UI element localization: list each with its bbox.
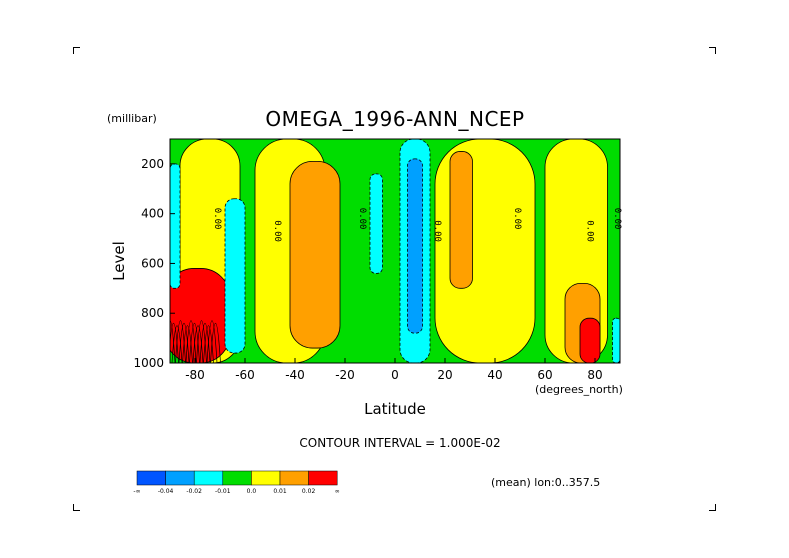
crop-mark-bottom-left	[73, 504, 80, 511]
contour-region	[289, 160, 341, 349]
x-tick-label: -80	[185, 368, 205, 382]
plot-area	[170, 139, 620, 363]
legend-label: -0.02	[186, 488, 202, 495]
y-tick-label: 200	[141, 157, 164, 171]
y-tick-label: 600	[141, 256, 164, 270]
legend-label: 0.02	[302, 488, 316, 495]
x-tick-label: 80	[587, 368, 602, 382]
legend-label: ∞	[335, 488, 340, 495]
legend-swatch	[193, 470, 224, 486]
contour-line	[171, 325, 183, 363]
crop-mark-top-left	[73, 47, 80, 54]
mean-longitude-text: (mean) lon:0..357.5	[491, 476, 601, 489]
contour-interval-text: CONTOUR INTERVAL = 1.000E-02	[299, 436, 501, 450]
zero-contour-label: 0.00	[272, 220, 282, 242]
contour-line	[210, 323, 221, 363]
legend-swatch	[136, 470, 166, 486]
x-axis-ticks: -80 -60 -40 -20 0 20 40 60 80	[185, 358, 603, 382]
legend-label: 0.01	[273, 488, 287, 495]
crop-mark-bottom-right	[709, 504, 716, 511]
contour-region	[612, 317, 620, 363]
legend-swatch	[279, 470, 309, 486]
legend-label: 0.0	[247, 488, 257, 495]
contour-line	[206, 320, 218, 363]
y-axis-ticks: 200 400 600 800 1000	[133, 157, 175, 370]
contour-region	[170, 163, 181, 289]
color-legend: -∞ -0.04 -0.02 -0.01 0.0 0.01 0.02 ∞	[133, 470, 340, 495]
contour-region	[369, 173, 383, 274]
y-tick-label: 1000	[133, 356, 164, 370]
contour-line	[178, 323, 190, 363]
x-tick-label: 40	[487, 368, 502, 382]
contour-line	[170, 323, 179, 363]
contour-line	[175, 320, 186, 363]
contour-line	[199, 323, 211, 363]
legend-swatch	[251, 470, 281, 486]
x-tick-label: 20	[437, 368, 452, 382]
zero-contour-label: 0.00	[585, 220, 595, 242]
x-axis-units: (degrees_north)	[535, 383, 623, 396]
y-tick-label: 800	[141, 306, 164, 320]
contour-region	[449, 151, 473, 289]
contour-line	[185, 320, 197, 363]
x-axis-label: Latitude	[364, 400, 426, 418]
zero-contour-label: 0.00	[512, 208, 522, 230]
legend-swatch	[222, 470, 252, 486]
legend-swatch	[308, 470, 338, 486]
chart-title: OMEGA_1996-ANN_NCEP	[265, 107, 525, 131]
contour-line	[189, 323, 200, 363]
contour-line	[182, 325, 193, 363]
legend-label: -∞	[133, 488, 140, 495]
legend-label: -0.01	[215, 488, 231, 495]
zero-contour-labels: 0.00 0.00 0.00 0.00 0.00 0.00 0.00	[212, 208, 622, 242]
contour-region	[407, 158, 423, 334]
y-axis-units: (millibar)	[107, 112, 157, 125]
x-tick-label: -60	[235, 368, 255, 382]
zero-contour-label: 0.00	[612, 208, 622, 230]
contour-region	[579, 317, 601, 363]
legend-swatch	[165, 470, 195, 486]
x-tick-label: 60	[537, 368, 552, 382]
legend-label: -0.04	[158, 488, 174, 495]
y-tick-label: 400	[141, 207, 164, 221]
x-tick-label: 0	[391, 368, 399, 382]
zero-contour-label: 0.00	[357, 208, 367, 230]
zero-contour-label: 0.00	[432, 220, 442, 242]
contour-region	[224, 198, 246, 354]
contour-line	[196, 320, 207, 363]
x-tick-label: -40	[285, 368, 305, 382]
contour-line	[203, 325, 214, 363]
contour-line	[170, 320, 176, 363]
x-tick-label: -20	[335, 368, 355, 382]
crop-mark-top-right	[709, 47, 716, 54]
zero-contour-label: 0.00	[212, 208, 222, 230]
contour-line	[192, 325, 204, 363]
